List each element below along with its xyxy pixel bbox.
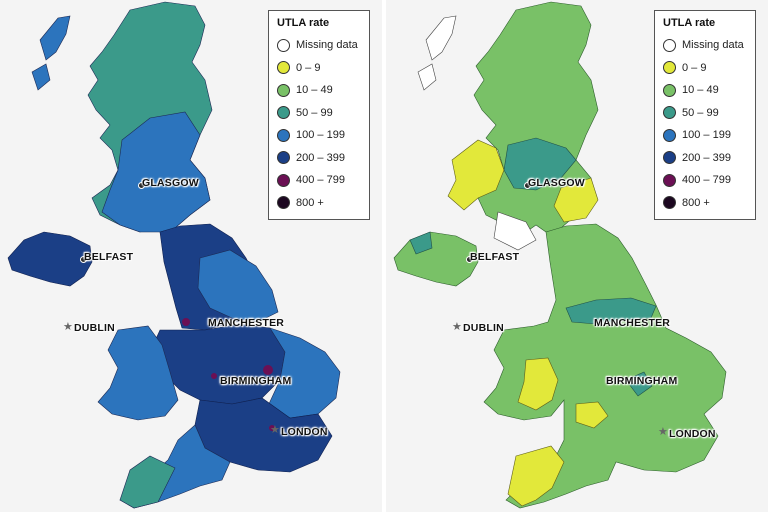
legend-title: UTLA rate [663, 17, 716, 29]
legend-item-0-9: 0 – 9 [663, 57, 747, 80]
region-ni-teal [409, 231, 433, 255]
region-wales-yellow [517, 357, 559, 411]
london-star-icon: ★ [270, 424, 280, 436]
dublin-star-icon: ★ [452, 321, 462, 333]
region-hebrides [39, 15, 71, 61]
legend-left: UTLA rate Missing data 0 – 9 10 – 49 50 … [268, 10, 370, 220]
legend-right: UTLA rate Missing data 0 – 9 10 – 49 50 … [654, 10, 756, 220]
legend-item-100-199: 100 – 199 [277, 124, 361, 147]
region-wales [97, 325, 179, 421]
city-label-glasgow: GLASGOW [142, 177, 199, 189]
uk-map-right [393, 1, 727, 509]
region-manchester-band [565, 297, 657, 325]
region-hebrides [425, 15, 457, 61]
region-leicester [625, 371, 653, 397]
map-panel-left: UTLA rate Missing data 0 – 9 10 – 49 50 … [0, 0, 382, 512]
legend-item-missing: Missing data [663, 34, 747, 57]
legend-item-400-799: 400 – 799 [277, 169, 361, 192]
region-scotland [473, 1, 599, 233]
city-label-belfast: BELFAST [470, 251, 520, 263]
legend-item-0-9: 0 – 9 [277, 57, 361, 80]
legend-title: UTLA rate [277, 17, 330, 29]
region-cornwall [119, 455, 176, 509]
legend-item-400-799: 400 – 799 [663, 169, 747, 192]
city-label-glasgow: GLASGOW [528, 177, 585, 189]
hotspot-birmingham [211, 373, 217, 379]
city-label-belfast: BELFAST [84, 251, 134, 263]
panel-divider [382, 0, 386, 512]
legend-item-100-199: 100 – 199 [663, 124, 747, 147]
region-england-wales [483, 223, 727, 509]
glasgow-dot [138, 182, 145, 189]
region-central-scotland [101, 111, 211, 233]
legend-item-200-399: 200 – 399 [663, 147, 747, 170]
region-northern-ireland [7, 231, 93, 287]
hotspot-manchester [182, 318, 190, 326]
hotspot-london [269, 425, 275, 431]
region-missing-sw-scotland [493, 211, 537, 251]
region-skye [417, 63, 437, 91]
legend-item-50-99: 50 – 99 [663, 102, 747, 125]
region-devon-yellow [507, 445, 565, 507]
city-label-manchester: MANCHESTER [594, 317, 671, 329]
legend-item-800-plus: 800 + [277, 192, 361, 215]
region-skye [31, 63, 51, 91]
legend-item-200-399: 200 – 399 [277, 147, 361, 170]
hotspot-leicester [263, 365, 273, 375]
legend-item-10-49: 10 – 49 [663, 79, 747, 102]
region-yorkshire [197, 249, 279, 323]
city-label-birmingham: BIRMINGHAM [220, 375, 292, 387]
city-label-dublin: DUBLIN [463, 322, 504, 334]
legend-item-10-49: 10 – 49 [277, 79, 361, 102]
belfast-dot [466, 256, 473, 263]
glasgow-dot [524, 182, 531, 189]
region-borders [553, 177, 599, 223]
region-oxfordshire-yellow [575, 401, 609, 429]
belfast-dot [80, 256, 87, 263]
uk-map-left [7, 1, 341, 509]
city-label-birmingham: BIRMINGHAM [606, 375, 678, 387]
legend-item-800-plus: 800 + [663, 192, 747, 215]
region-argyll [447, 139, 505, 211]
city-label-london: LONDON [669, 428, 716, 440]
map-panel-right: UTLA rate Missing data 0 – 9 10 – 49 50 … [386, 0, 768, 512]
city-label-dublin: DUBLIN [74, 322, 115, 334]
legend-item-50-99: 50 – 99 [277, 102, 361, 125]
legend-item-missing: Missing data [277, 34, 361, 57]
region-glasgow-belt [503, 137, 577, 191]
city-label-london: LONDON [281, 426, 328, 438]
london-star-icon: ★ [658, 426, 668, 438]
dublin-star-icon: ★ [63, 321, 73, 333]
city-label-manchester: MANCHESTER [208, 317, 285, 329]
